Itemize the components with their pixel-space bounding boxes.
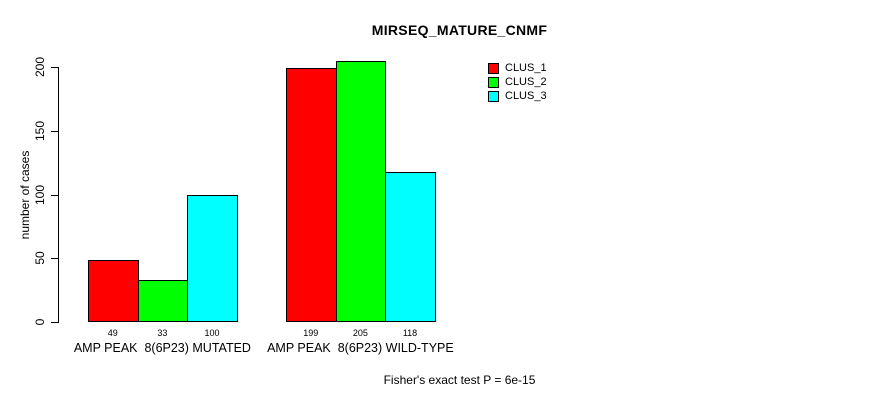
legend-label: CLUS_1 xyxy=(505,62,547,74)
stat-test-caption: Fisher's exact test P = 6e-15 xyxy=(383,373,536,387)
legend-swatch-icon xyxy=(488,90,499,102)
y-axis-line xyxy=(58,67,59,323)
y-tick-label-text: 0 xyxy=(33,318,47,326)
bar-value-label: 199 xyxy=(303,328,319,338)
bar-value-label: 100 xyxy=(204,328,220,338)
legend-label: CLUS_3 xyxy=(505,90,547,102)
y-tick-label-text: 200 xyxy=(33,56,47,78)
chart-title: MIRSEQ_MATURE_CNMF xyxy=(371,22,548,38)
bar-value-label: 205 xyxy=(352,328,368,338)
bar-clus_1-group1 xyxy=(88,259,139,322)
legend: CLUS_1 CLUS_2 CLUS_3 xyxy=(488,61,547,103)
legend-row-clus_1: CLUS_1 xyxy=(488,61,547,75)
y-tick-mark xyxy=(51,322,58,323)
bar-value-label: 118 xyxy=(402,328,418,338)
legend-swatch-icon xyxy=(488,62,499,74)
bar-value-label: 49 xyxy=(107,328,118,338)
legend-swatch-icon xyxy=(488,76,499,88)
bar-clus_2-group1 xyxy=(137,279,189,322)
bar-clus_3-group1 xyxy=(187,194,238,322)
bar-clus_2-group2 xyxy=(335,60,387,322)
bar-clus_1-group2 xyxy=(286,68,337,322)
y-tick-label-text: 50 xyxy=(33,251,47,265)
category-label-group1: AMP PEAK 8(6P23) MUTATED xyxy=(73,341,251,355)
y-axis-title-text: number of cases xyxy=(18,150,32,240)
category-label-group2: AMP PEAK 8(6P23) WILD-TYPE xyxy=(267,341,454,355)
y-tick-mark xyxy=(51,194,58,196)
legend-label: CLUS_2 xyxy=(505,76,547,88)
legend-row-clus_2: CLUS_2 xyxy=(488,75,547,89)
bar-value-label: 33 xyxy=(157,328,168,338)
y-tick-mark xyxy=(51,258,58,260)
y-tick-label-text: 150 xyxy=(33,120,47,141)
y-tick-mark xyxy=(51,67,58,68)
y-tick-label-text: 100 xyxy=(33,184,47,205)
y-tick-mark xyxy=(51,130,58,132)
legend-row-clus_3: CLUS_3 xyxy=(488,89,547,103)
bar-clus_3-group2 xyxy=(385,171,436,322)
